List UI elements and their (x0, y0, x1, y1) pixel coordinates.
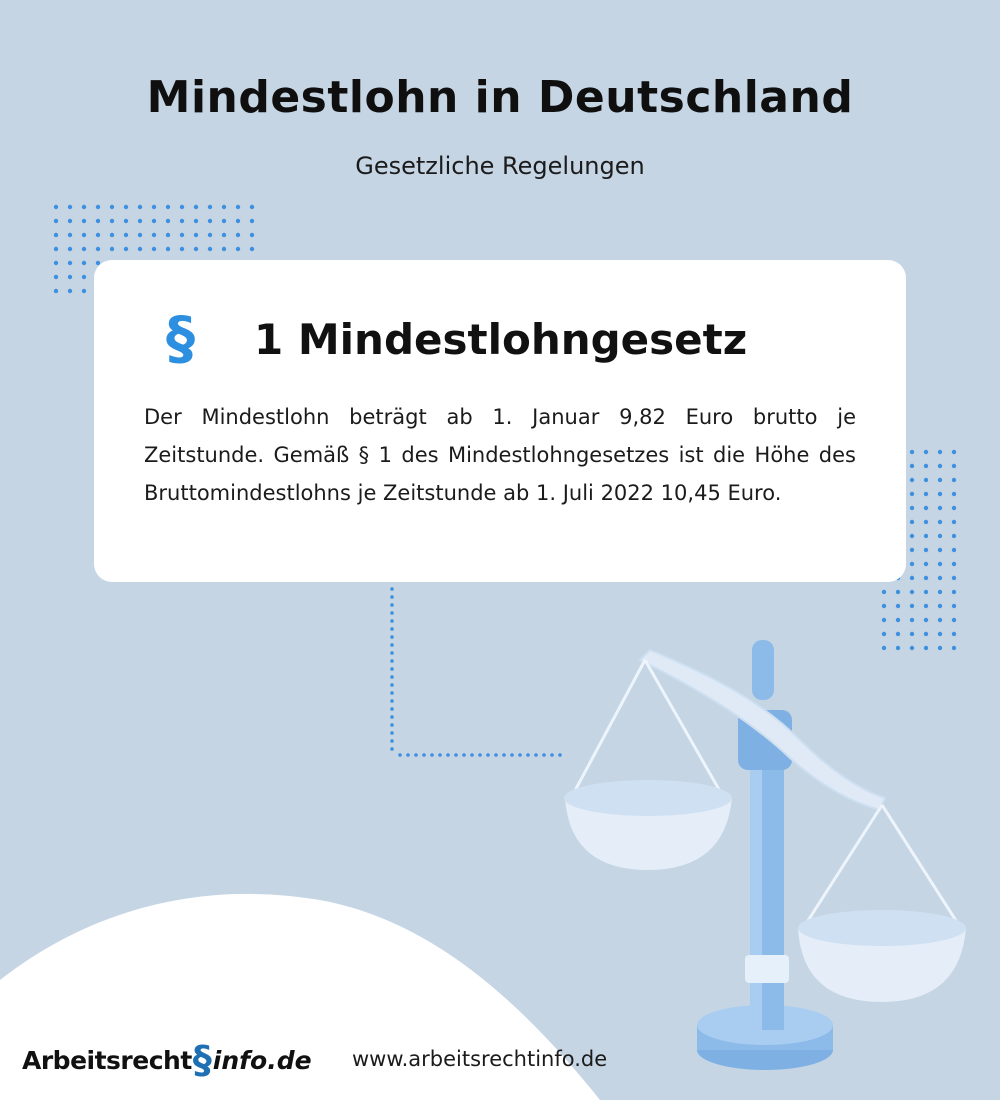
card-text: Der Mindestlohn beträgt ab 1. Januar 9,8… (144, 405, 856, 505)
card-title: 1 Mindestlohngesetz (254, 315, 748, 364)
logo-text-part1: Arbeitsrecht (22, 1045, 192, 1075)
wave-decoration (0, 893, 600, 1100)
logo-text-part2: info.de (212, 1045, 312, 1075)
page-title: Mindestlohn in Deutschland (146, 72, 854, 123)
website-link[interactable]: www.arbeitsrechtinfo.de (352, 1047, 608, 1071)
page-subtitle: Gesetzliche Regelungen (355, 152, 645, 180)
scale-of-justice-icon (564, 640, 966, 1070)
paragraph-icon: § (166, 304, 195, 372)
card-header: § 1 Mindestlohngesetz (94, 304, 906, 372)
logo-paragraph-icon: § (192, 1038, 212, 1082)
dotted-connector-line (390, 587, 562, 757)
brand-logo[interactable]: Arbeitsrecht § info.de (22, 1036, 312, 1084)
info-card: § 1 Mindestlohngesetz Der Mindestlohn be… (94, 260, 906, 582)
